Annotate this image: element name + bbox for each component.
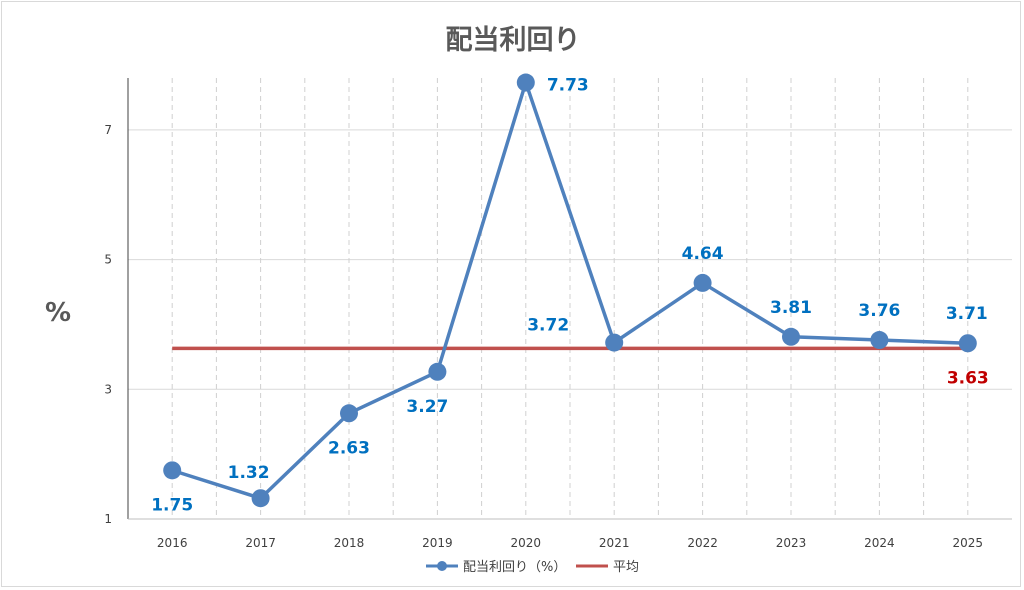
yield-point	[163, 461, 182, 480]
x-tick-label: 2016	[157, 536, 188, 550]
yield-point	[782, 327, 800, 346]
yield-point	[516, 73, 535, 92]
yield-data-label: 4.64	[682, 244, 724, 264]
x-tick-label: 2023	[776, 536, 807, 550]
yield-point	[251, 489, 270, 508]
yield-data-label: 7.73	[547, 76, 589, 96]
x-tick-label: 2017	[245, 536, 276, 550]
yield-data-label: 1.32	[228, 463, 270, 483]
average-data-label: 3.63	[947, 368, 989, 388]
yield-data-label: 1.75	[151, 495, 193, 515]
yield-point	[693, 273, 712, 292]
label-layer: 3.63 1.75 1.32 2.63 3.27 7.73 3.72 4.64 3.81 3.76…	[151, 76, 989, 516]
yield-series-line	[171, 80, 968, 500]
x-tick-label: 2019	[422, 536, 453, 550]
legend: 配当利回り（%） 平均	[426, 560, 639, 575]
legend-label-average: 平均	[613, 560, 639, 575]
x-tick-label: 2022	[687, 536, 718, 550]
yield-point	[958, 334, 977, 353]
yield-data-label: 3.27	[406, 397, 448, 417]
x-tick-label: 2021	[599, 536, 630, 550]
x-tick-label: 2024	[864, 536, 895, 550]
yield-data-label: 3.72	[527, 316, 569, 336]
y-tick-label: 1	[104, 512, 112, 526]
chart-title: 配当利回り	[446, 25, 581, 56]
yield-point	[870, 331, 889, 350]
x-tick-label: 2018	[334, 536, 365, 550]
yield-data-label: 3.81	[770, 298, 812, 318]
yield-data-label: 2.63	[328, 438, 370, 458]
yield-point	[605, 333, 624, 352]
series-layer	[163, 73, 977, 508]
y-tick-label: 5	[104, 253, 112, 267]
yield-data-label: 3.76	[858, 301, 900, 321]
yield-point	[428, 362, 447, 381]
legend-marker-yield	[437, 561, 447, 571]
yield-data-label: 3.71	[946, 304, 988, 324]
y-tick-label: 7	[104, 123, 112, 137]
axis-layer: 1 3 5 7 2016 2017 2018 2019 2020 2021 2022 2023 2024…	[104, 78, 1012, 550]
yield-point	[340, 404, 358, 423]
y-axis-label: %	[45, 298, 71, 328]
x-tick-label: 2020	[511, 536, 542, 550]
legend-label-yield: 配当利回り（%）	[463, 560, 566, 575]
x-tick-label: 2025	[953, 536, 984, 550]
y-tick-label: 3	[104, 382, 112, 396]
grid-layer	[128, 78, 1012, 520]
